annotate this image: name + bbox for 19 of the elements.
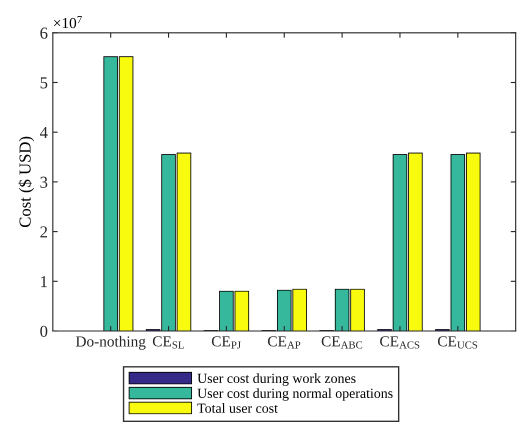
x-tick-label: CE$_{AP}$: [268, 336, 300, 348]
y-tick-label: 4: [40, 127, 48, 138]
x-tick-label: CE$_{UCS}$: [438, 336, 478, 349]
text: ×10$^{7}$: [54, 16, 82, 28]
x-tick-label: Do-nothing: [76, 336, 146, 350]
y-tick-label: 6: [40, 28, 48, 39]
y-tick-label: 3: [40, 176, 48, 188]
y-tick-label: 5: [40, 77, 48, 88]
legend-label: User cost during work zones: [197, 373, 356, 386]
y-tick-label: 2: [40, 226, 48, 238]
y-tick-label: 0: [40, 326, 48, 337]
x-tick-label: CE$_{PJ}$: [212, 336, 241, 349]
x-tick-label: CE$_{SL}$: [152, 336, 184, 349]
x-tick-label: CE$_{ACS}$: [380, 336, 420, 349]
y-tick-label: 1: [41, 276, 47, 288]
y-axis-title: Cost ($ USD): [18, 136, 34, 228]
legend-label: Total user cost: [197, 403, 278, 413]
legend-label: User cost during normal operations: [197, 388, 393, 401]
x-tick-label: CE$_{ABC}$: [322, 336, 362, 349]
